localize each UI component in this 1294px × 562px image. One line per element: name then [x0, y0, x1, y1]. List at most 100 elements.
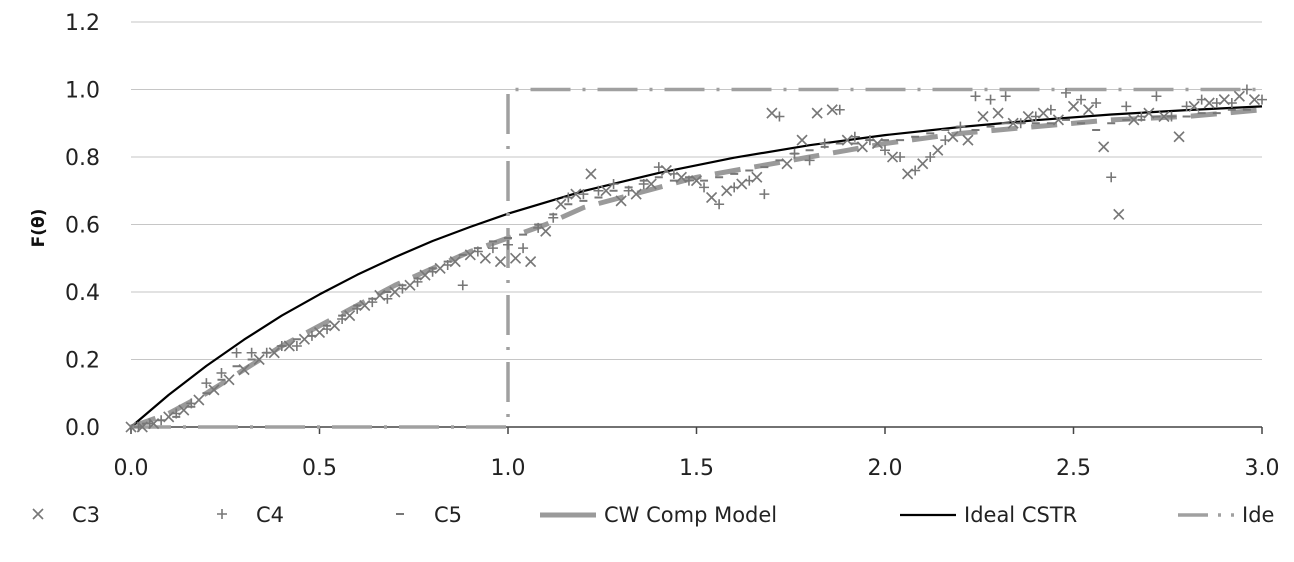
data-point-c3: [525, 256, 537, 268]
legend-item-ide: Ide: [1178, 503, 1274, 527]
data-point-c4: [729, 182, 740, 193]
data-point-c3: [208, 384, 220, 396]
data-point-c4: [1151, 91, 1162, 102]
data-point-c4: [910, 165, 921, 176]
data-point-c3: [992, 107, 1004, 119]
data-point-c3: [555, 198, 567, 210]
legend-marker-c4: [217, 509, 227, 519]
data-point-c4: [834, 104, 845, 115]
series-line-ide: [131, 87, 1262, 429]
legend-label-c3: C3: [72, 503, 100, 527]
data-point-c3: [600, 185, 612, 197]
data-point-c4: [593, 185, 604, 196]
data-point-c3: [1083, 104, 1095, 116]
legend-item-c5: C5: [396, 503, 462, 527]
data-point-c4: [1121, 101, 1132, 112]
data-point-c4: [216, 368, 227, 378]
data-point-c3: [977, 110, 989, 123]
data-point-c3: [886, 151, 899, 163]
data-point-c4: [503, 239, 513, 250]
data-point-c4: [246, 347, 257, 358]
data-point-c3: [238, 364, 250, 376]
y-tick-label: 0.2: [65, 349, 100, 374]
data-point-c4: [895, 152, 906, 162]
data-point-c3: [856, 141, 868, 153]
data-point-c4: [1091, 98, 1102, 108]
data-point-c4: [1257, 94, 1267, 105]
data-point-c4: [1000, 91, 1011, 102]
y-tick-label: 0.0: [65, 416, 100, 441]
data-point-c4: [849, 131, 860, 142]
legend-item-c4: C4: [217, 503, 284, 527]
x-tick-label: 3.0: [1245, 456, 1280, 481]
series-markers: [125, 84, 1267, 433]
data-point-c4: [714, 199, 725, 210]
data-point-c3: [1098, 141, 1110, 153]
data-point-c4: [1045, 104, 1056, 115]
data-point-c4: [1211, 98, 1222, 108]
data-point-c4: [1106, 172, 1117, 183]
data-point-c3: [268, 347, 280, 359]
series-line-cw-comp-model: [130, 107, 1263, 430]
data-point-c4: [880, 145, 890, 156]
legend-label-ide: Ide: [1242, 503, 1274, 527]
data-point-c3: [645, 178, 657, 190]
data-point-c4: [231, 347, 242, 358]
data-point-c4: [1196, 94, 1207, 105]
x-tick-label: 1.0: [491, 456, 526, 481]
data-point-c3: [781, 158, 793, 170]
data-point-c3: [811, 107, 823, 119]
data-point-c4: [133, 422, 144, 432]
legend-label-c4: C4: [256, 503, 284, 527]
data-point-c3: [223, 374, 235, 386]
legend-item-ideal-cstr: Ideal CSTR: [900, 503, 1077, 527]
data-point-c3: [479, 252, 491, 264]
data-point-c3: [253, 353, 265, 366]
x-tick-label: 0.0: [114, 456, 149, 481]
data-point-c3: [1067, 100, 1080, 112]
legend-label-c5: C5: [434, 503, 462, 527]
data-point-c3: [125, 421, 137, 433]
data-point-c4: [1030, 111, 1041, 122]
data-point-c3: [615, 195, 627, 207]
data-point-c4: [382, 293, 393, 304]
data-point-c4: [1241, 84, 1252, 95]
x-tick-label: 0.5: [302, 456, 337, 481]
legend-label-ideal-cstr: Ideal CSTR: [964, 503, 1077, 527]
data-point-c3: [585, 168, 597, 180]
legend-label-cw-comp-model: CW Comp Model: [604, 503, 777, 527]
data-point-c4: [1076, 94, 1087, 105]
y-tick-label: 0.6: [65, 214, 100, 239]
data-point-c3: [826, 104, 838, 116]
data-point-c4: [759, 189, 770, 200]
data-point-c4: [1181, 101, 1192, 112]
data-point-c3: [962, 134, 974, 146]
data-point-c4: [653, 162, 664, 173]
y-tick-label: 0.4: [65, 281, 100, 306]
data-point-c3: [1248, 94, 1261, 106]
legend-item-c3: C3: [32, 503, 100, 527]
y-axis-label: F(θ): [29, 209, 49, 248]
data-point-c4: [578, 189, 589, 200]
y-tick-labels: 0.0 0.2 0.4 0.6 0.8 1.0 1.2: [65, 11, 100, 441]
data-point-c3: [932, 144, 944, 156]
data-point-c3: [1188, 100, 1200, 112]
data-point-c4: [985, 94, 996, 105]
data-point-c4: [804, 155, 815, 166]
data-point-c3: [1158, 110, 1170, 123]
data-point-c4: [774, 111, 785, 122]
data-point-c3: [690, 175, 703, 187]
data-point-c4: [291, 341, 302, 351]
data-point-c3: [1007, 117, 1019, 129]
data-point-c3: [494, 256, 507, 268]
data-point-c4: [699, 182, 710, 193]
data-point-c4: [940, 135, 951, 146]
data-point-c4: [925, 152, 936, 162]
series-line-ideal-cstr: [130, 105, 1263, 428]
data-point-c3: [509, 252, 522, 264]
x-tick-label: 1.5: [679, 456, 714, 481]
data-point-c4: [457, 280, 468, 291]
y-tick-label: 0.8: [65, 146, 100, 171]
data-point-c4: [608, 179, 619, 189]
